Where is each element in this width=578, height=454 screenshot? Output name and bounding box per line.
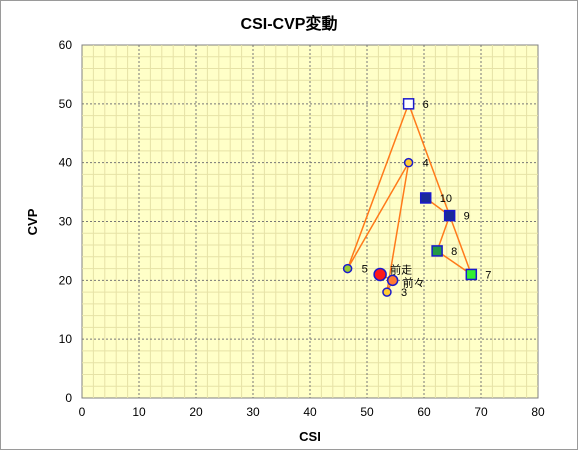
data-point-circle (403, 157, 414, 168)
data-point-square (419, 192, 432, 204)
y-tick-label: 40 (59, 156, 73, 170)
y-tick-label: 60 (59, 38, 73, 52)
x-tick-label: 60 (417, 405, 431, 419)
data-label: 6 (423, 99, 429, 111)
data-label: 8 (451, 246, 457, 258)
y-axis-title: CVP (25, 208, 40, 235)
x-tick-label: 20 (189, 405, 203, 419)
data-point-square (402, 98, 415, 110)
data-label: 3 (401, 287, 407, 299)
data-markers (342, 98, 478, 297)
data-point-circle (386, 274, 399, 287)
x-axis-title: CSI (299, 429, 321, 444)
data-point-circle (373, 267, 387, 282)
data-label: 前々 (403, 275, 425, 289)
y-tick-label: 20 (59, 273, 73, 287)
chart-title: CSI-CVP変動 (241, 14, 338, 33)
x-tick-label: 70 (474, 405, 488, 419)
x-tick-label: 50 (360, 405, 374, 419)
y-tick-label: 30 (59, 215, 73, 229)
x-tick-label: 80 (531, 405, 545, 419)
x-tick-label: 40 (303, 405, 317, 419)
axis-tick-labels: 0 10 20 30 40 50 60 70 80 0 10 20 30 40 50 60 (59, 38, 545, 419)
data-label: 9 (464, 211, 470, 223)
data-label: 10 (440, 193, 452, 205)
data-label: 4 (423, 158, 429, 170)
data-point-square (465, 268, 478, 281)
data-point-square (431, 245, 443, 257)
data-point-circle (382, 287, 392, 297)
data-point-square (443, 209, 456, 222)
data-point-circle (342, 263, 353, 274)
data-label: 前走 (390, 262, 412, 276)
y-tick-label: 0 (65, 391, 72, 405)
connector-polyline (346, 101, 473, 293)
data-label: 5 (362, 264, 368, 276)
y-tick-label: 10 (59, 332, 73, 346)
x-tick-label: 0 (79, 405, 86, 419)
x-tick-label: 30 (246, 405, 260, 419)
x-tick-label: 10 (132, 405, 146, 419)
y-tick-label: 50 (59, 97, 73, 111)
data-label: 7 (485, 269, 491, 281)
connector-lines (346, 101, 473, 293)
major-grid (82, 45, 538, 398)
